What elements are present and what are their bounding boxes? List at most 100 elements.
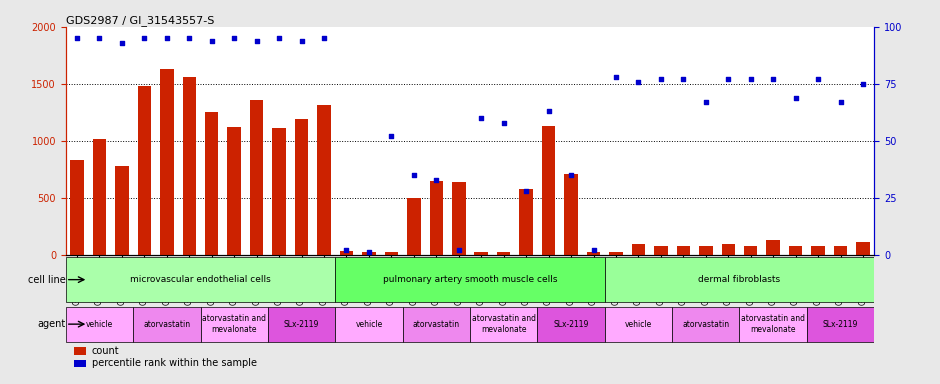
Text: atorvastatin: atorvastatin — [143, 319, 191, 329]
Point — [608, 74, 623, 80]
Point — [744, 76, 759, 82]
FancyBboxPatch shape — [336, 257, 604, 302]
Bar — [407, 198, 420, 255]
Point — [810, 76, 825, 82]
Point — [541, 108, 556, 114]
Text: agent: agent — [38, 319, 66, 329]
Point — [586, 247, 601, 253]
Text: vehicle: vehicle — [86, 319, 113, 329]
Text: SLx-2119: SLx-2119 — [822, 319, 858, 329]
Bar — [452, 182, 465, 255]
FancyBboxPatch shape — [200, 306, 268, 342]
Point — [160, 35, 175, 41]
FancyBboxPatch shape — [336, 306, 402, 342]
FancyBboxPatch shape — [66, 257, 336, 302]
Bar — [384, 252, 399, 255]
Bar — [318, 106, 331, 255]
Bar — [722, 245, 735, 255]
Point — [92, 35, 107, 41]
Point — [249, 38, 264, 44]
Point — [496, 119, 511, 126]
Point — [70, 35, 85, 41]
Text: vehicle: vehicle — [625, 319, 652, 329]
Text: SLx-2119: SLx-2119 — [554, 319, 588, 329]
Point — [272, 35, 287, 41]
Point — [361, 249, 376, 255]
Text: atorvastatin: atorvastatin — [413, 319, 460, 329]
Bar — [789, 246, 803, 255]
Point — [181, 35, 196, 41]
Bar — [520, 189, 533, 255]
Bar — [74, 348, 86, 355]
Bar — [182, 77, 196, 255]
Bar — [74, 360, 86, 367]
Bar — [766, 240, 780, 255]
FancyBboxPatch shape — [66, 306, 133, 342]
Point — [766, 76, 781, 82]
FancyBboxPatch shape — [470, 306, 538, 342]
FancyBboxPatch shape — [402, 306, 470, 342]
Text: count: count — [92, 346, 119, 356]
Point — [317, 35, 332, 41]
Bar — [93, 139, 106, 255]
Bar — [339, 251, 353, 255]
Text: microvascular endothelial cells: microvascular endothelial cells — [130, 275, 271, 284]
Point — [474, 115, 489, 121]
Text: vehicle: vehicle — [355, 319, 383, 329]
Bar — [273, 128, 286, 255]
FancyBboxPatch shape — [268, 306, 336, 342]
Bar — [834, 246, 847, 255]
Point — [451, 247, 466, 253]
Point — [137, 35, 152, 41]
Text: atorvastatin and
mevalonate: atorvastatin and mevalonate — [741, 314, 806, 334]
Bar — [677, 246, 690, 255]
Text: atorvastatin and
mevalonate: atorvastatin and mevalonate — [472, 314, 536, 334]
Point — [721, 76, 736, 82]
Bar — [227, 127, 241, 255]
Point — [294, 38, 309, 44]
Bar — [587, 252, 601, 255]
FancyBboxPatch shape — [604, 257, 874, 302]
Bar — [541, 126, 556, 255]
FancyBboxPatch shape — [740, 306, 807, 342]
Point — [855, 81, 870, 87]
Bar — [430, 181, 443, 255]
Text: cell line: cell line — [28, 275, 66, 285]
FancyBboxPatch shape — [672, 306, 740, 342]
Point — [204, 38, 219, 44]
Bar — [160, 69, 174, 255]
FancyBboxPatch shape — [604, 306, 672, 342]
Point — [384, 133, 399, 139]
Point — [631, 78, 646, 84]
Bar — [116, 166, 129, 255]
Bar — [699, 246, 713, 255]
FancyBboxPatch shape — [133, 306, 200, 342]
Bar — [811, 246, 824, 255]
Bar — [250, 100, 263, 255]
Point — [833, 99, 848, 105]
Point — [406, 172, 421, 178]
Bar — [70, 160, 84, 255]
Bar — [497, 252, 510, 255]
Bar — [856, 242, 870, 255]
Point — [519, 188, 534, 194]
Point — [227, 35, 242, 41]
Bar — [205, 112, 218, 255]
Bar — [137, 86, 151, 255]
Point — [653, 76, 668, 82]
Bar — [475, 252, 488, 255]
Bar — [654, 246, 667, 255]
FancyBboxPatch shape — [538, 306, 604, 342]
Text: atorvastatin and
mevalonate: atorvastatin and mevalonate — [202, 314, 266, 334]
Point — [788, 94, 803, 101]
Text: pulmonary artery smooth muscle cells: pulmonary artery smooth muscle cells — [383, 275, 557, 284]
Point — [339, 247, 354, 253]
Text: atorvastatin: atorvastatin — [682, 319, 729, 329]
Point — [429, 177, 444, 183]
Point — [698, 99, 713, 105]
Point — [564, 172, 579, 178]
Bar — [609, 252, 622, 255]
Bar — [362, 252, 376, 255]
Text: SLx-2119: SLx-2119 — [284, 319, 320, 329]
Point — [115, 40, 130, 46]
